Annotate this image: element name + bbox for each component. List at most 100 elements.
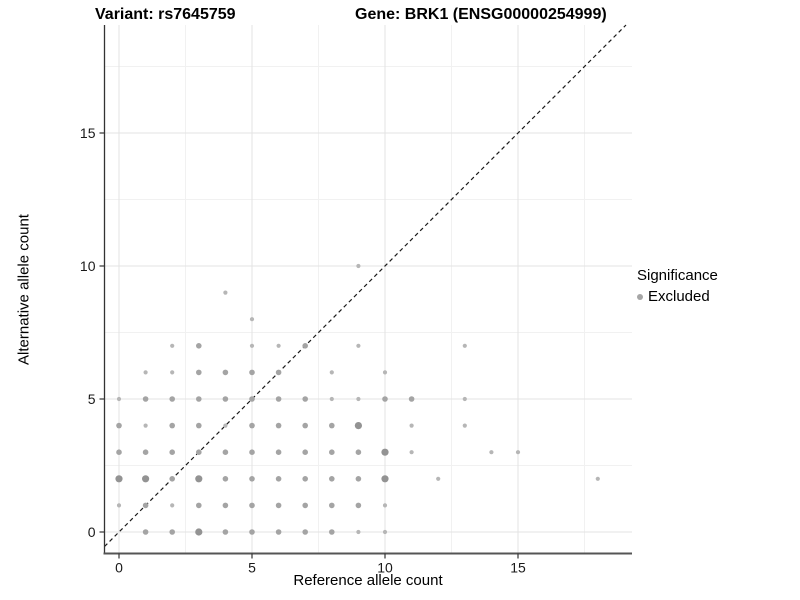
data-point bbox=[249, 396, 255, 402]
data-point bbox=[329, 370, 334, 375]
data-point bbox=[115, 475, 123, 483]
data-point bbox=[143, 423, 148, 428]
data-point bbox=[302, 449, 309, 456]
data-point bbox=[275, 396, 282, 402]
x-tick-label: 10 bbox=[377, 560, 393, 576]
data-point bbox=[116, 503, 122, 508]
data-point bbox=[222, 449, 229, 456]
data-point bbox=[116, 422, 122, 429]
x-axis-title: Reference allele count bbox=[293, 572, 443, 589]
y-axis-title: Alternative allele count bbox=[15, 214, 33, 365]
legend-point-icon bbox=[637, 293, 643, 300]
data-point bbox=[142, 475, 150, 483]
data-point bbox=[170, 343, 175, 348]
data-point bbox=[142, 529, 149, 535]
data-point bbox=[169, 476, 175, 482]
data-point bbox=[382, 396, 388, 402]
data-point bbox=[302, 396, 309, 402]
data-point bbox=[196, 369, 202, 376]
data-point bbox=[249, 449, 255, 456]
data-point bbox=[169, 529, 175, 535]
data-point bbox=[143, 370, 148, 375]
data-point bbox=[355, 476, 362, 482]
data-point bbox=[302, 529, 309, 535]
y-tick-label: 5 bbox=[88, 391, 96, 407]
data-point bbox=[356, 263, 361, 269]
data-point bbox=[356, 396, 361, 402]
data-point bbox=[142, 396, 149, 402]
data-point bbox=[409, 450, 414, 455]
legend-item-excluded: Excluded bbox=[637, 288, 718, 305]
data-point bbox=[249, 317, 255, 322]
data-point bbox=[249, 422, 255, 429]
legend: Significance Excluded bbox=[637, 267, 718, 305]
data-point bbox=[196, 502, 202, 509]
data-point bbox=[275, 476, 282, 482]
legend-item-label: Excluded bbox=[648, 288, 710, 305]
y-tick-label: 0 bbox=[88, 524, 96, 540]
data-point bbox=[356, 529, 361, 535]
data-point bbox=[275, 369, 282, 376]
data-point bbox=[116, 449, 122, 456]
data-point bbox=[354, 422, 362, 430]
data-point bbox=[329, 502, 335, 509]
data-point bbox=[249, 529, 255, 535]
data-point bbox=[142, 449, 149, 456]
data-point bbox=[382, 529, 388, 535]
data-point bbox=[356, 343, 361, 348]
data-point bbox=[116, 396, 122, 402]
data-point bbox=[302, 502, 309, 509]
data-point bbox=[222, 369, 229, 376]
data-point bbox=[195, 528, 203, 536]
x-tick-label: 15 bbox=[510, 560, 526, 576]
data-point bbox=[223, 423, 228, 428]
data-point bbox=[462, 423, 467, 428]
data-point bbox=[382, 370, 388, 375]
data-point bbox=[142, 502, 149, 509]
data-point bbox=[169, 422, 175, 429]
data-point bbox=[196, 449, 202, 456]
data-point bbox=[302, 422, 309, 429]
data-point bbox=[196, 343, 202, 349]
data-point bbox=[408, 396, 415, 402]
data-point bbox=[329, 422, 335, 429]
data-point bbox=[329, 529, 335, 535]
variant-title: Variant: rs7645759 bbox=[95, 6, 236, 23]
data-point bbox=[355, 502, 362, 509]
y-tick-label: 10 bbox=[80, 258, 96, 274]
data-point bbox=[170, 370, 175, 375]
data-point bbox=[409, 423, 414, 428]
data-point bbox=[275, 449, 282, 456]
data-point bbox=[515, 450, 521, 455]
data-point bbox=[169, 396, 175, 402]
data-point bbox=[329, 476, 335, 482]
data-point bbox=[355, 449, 362, 456]
data-point bbox=[222, 476, 229, 482]
data-point bbox=[169, 449, 175, 456]
data-point bbox=[196, 396, 202, 402]
data-point bbox=[381, 475, 389, 483]
gene-title: Gene: BRK1 (ENSG00000254999) bbox=[355, 6, 607, 23]
data-point bbox=[302, 343, 309, 349]
data-point bbox=[276, 343, 281, 348]
data-point bbox=[489, 450, 494, 455]
data-point bbox=[249, 476, 255, 482]
data-point bbox=[275, 529, 282, 535]
data-point bbox=[329, 396, 334, 402]
data-point bbox=[170, 503, 175, 508]
y-tick-label: 15 bbox=[80, 125, 96, 141]
x-tick-label: 5 bbox=[248, 560, 256, 576]
data-point bbox=[381, 448, 389, 456]
data-point bbox=[329, 449, 335, 456]
data-point bbox=[275, 502, 282, 509]
data-point bbox=[249, 343, 255, 348]
data-point bbox=[222, 502, 229, 509]
data-point bbox=[222, 529, 229, 535]
data-point bbox=[462, 343, 467, 348]
legend-title: Significance bbox=[637, 267, 718, 284]
data-point bbox=[302, 476, 309, 482]
data-point bbox=[275, 422, 282, 429]
data-point bbox=[462, 396, 467, 402]
